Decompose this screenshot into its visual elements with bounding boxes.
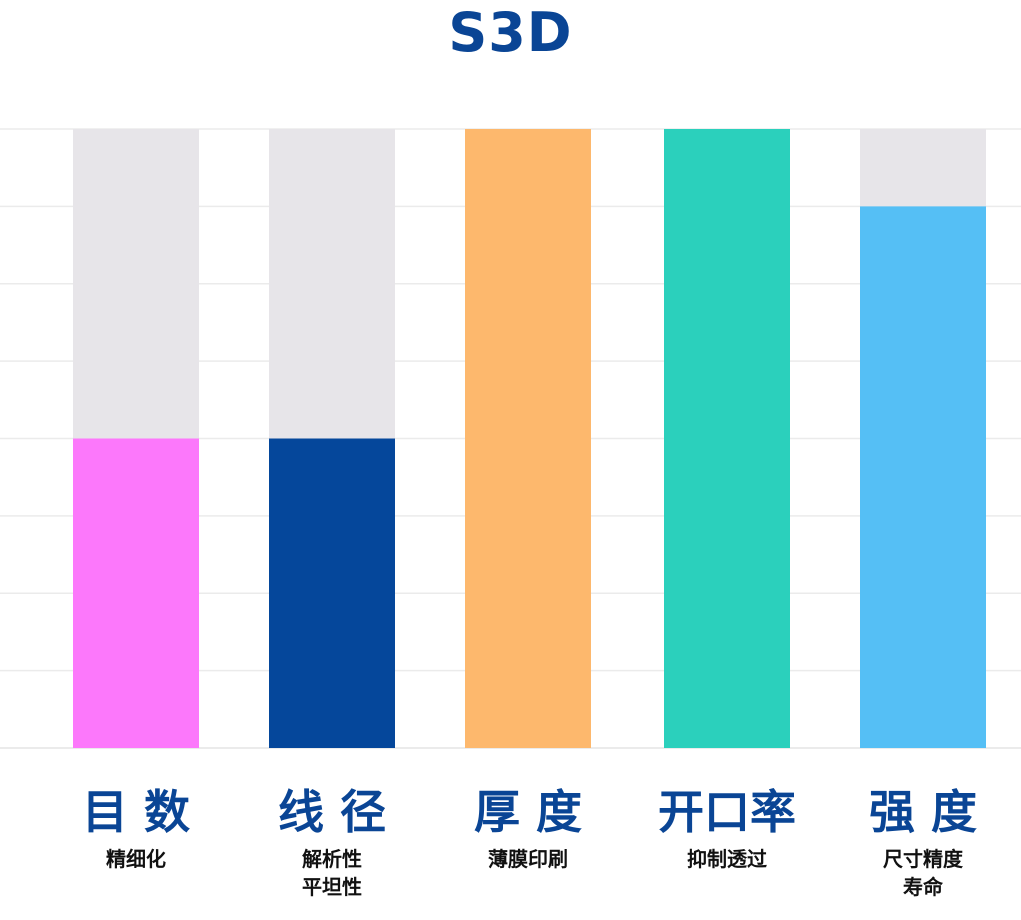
category-sublabel: 解析性 平坦性: [302, 847, 362, 899]
category-label: 开口率: [658, 785, 796, 839]
category-sublabel: 抑制透过: [687, 847, 767, 871]
category-label: 厚 度: [473, 785, 582, 839]
bar: [73, 438, 199, 748]
category-label: 目 数: [81, 785, 190, 839]
bar: [269, 438, 395, 748]
category-label: 强 度: [868, 785, 977, 839]
bar: [465, 129, 591, 748]
category-sublabel: 尺寸精度 寿命: [883, 847, 963, 899]
bar: [664, 129, 790, 748]
category-sublabel: 薄膜印刷: [488, 847, 568, 871]
bar: [860, 206, 986, 748]
category-sublabel: 精细化: [106, 847, 166, 871]
chart-title: S3D: [448, 1, 573, 64]
bars: [73, 129, 986, 748]
category-label: 线 径: [277, 785, 386, 839]
